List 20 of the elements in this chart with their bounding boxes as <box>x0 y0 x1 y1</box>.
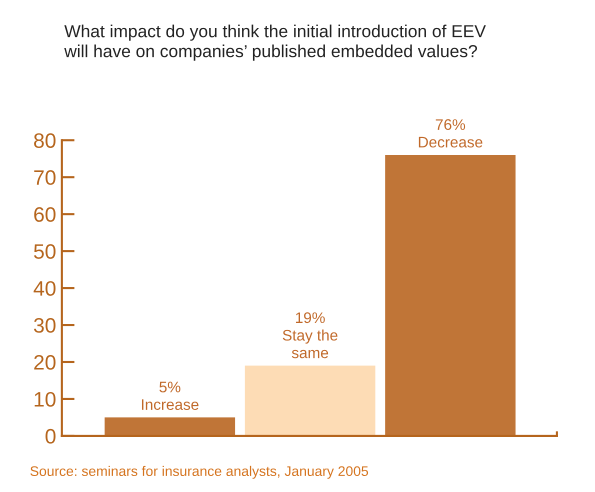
bar <box>104 417 236 436</box>
data-label: 76% <box>436 119 466 130</box>
y-tick-label: 10 <box>34 392 56 407</box>
bar <box>244 366 376 436</box>
x-tick-label: Increase <box>142 399 198 410</box>
y-tick-label: 0 <box>46 428 56 444</box>
y-tick-label: 30 <box>34 318 56 333</box>
y-tick-label: 60 <box>34 207 56 222</box>
data-label: 5% <box>159 382 180 392</box>
x-tick-label: Stay the same <box>282 329 338 358</box>
y-tick-label: 20 <box>34 354 56 370</box>
y-tick-label: 50 <box>34 244 56 259</box>
y-tick-label: 40 <box>34 281 56 296</box>
chart-title: What impact do you think the initial introduction of EEV will have on companies’ published embedded values? <box>64 24 486 61</box>
y-tick-label: 70 <box>34 170 56 185</box>
bar <box>385 155 516 436</box>
data-label: 19% <box>296 312 325 324</box>
source-note: Source: seminars for insurance analysts, January 2005 <box>30 466 368 479</box>
x-tick-label: Decrease <box>418 136 482 148</box>
y-tick-label: 80 <box>34 133 56 148</box>
